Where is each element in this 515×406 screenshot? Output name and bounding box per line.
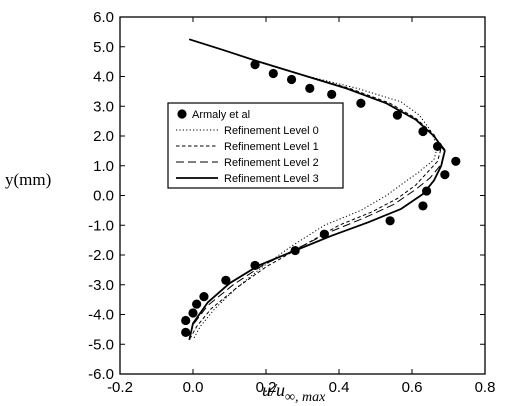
series-line-level-2 bbox=[188, 38, 446, 340]
legend: Armaly et al Refinement Level 0 Refinement… bbox=[167, 102, 344, 189]
legend-label: Armaly et al bbox=[192, 109, 250, 121]
data-point-armaly bbox=[327, 89, 337, 99]
data-point-armaly bbox=[392, 110, 402, 120]
x-tick-label: 0.4 bbox=[329, 379, 350, 396]
legend-label: Refinement Level 2 bbox=[224, 157, 319, 169]
y-axis-label: y(mm) bbox=[5, 170, 51, 189]
x-axis-label-main: u/u bbox=[262, 380, 285, 400]
data-point-armaly bbox=[356, 98, 366, 108]
data-point-armaly bbox=[250, 60, 260, 70]
series-layer bbox=[181, 38, 461, 341]
y-tick-label: 4.0 bbox=[93, 69, 114, 86]
x-tick-label: -0.2 bbox=[107, 379, 133, 396]
x-tick-label: 0.6 bbox=[402, 379, 423, 396]
series-line-level-1 bbox=[188, 38, 442, 341]
data-point-armaly bbox=[250, 260, 260, 271]
x-tick-label: 0.0 bbox=[183, 379, 204, 396]
x-axis-label: u/u∞, max bbox=[262, 380, 326, 405]
y-tick-label: -3.0 bbox=[88, 277, 114, 294]
y-tick-label: -4.0 bbox=[88, 307, 114, 324]
data-point-armaly bbox=[305, 83, 315, 93]
y-tick-label: 0.0 bbox=[93, 188, 114, 205]
data-point-armaly bbox=[440, 170, 450, 180]
y-tick-label: 2.0 bbox=[93, 128, 114, 145]
data-point-armaly bbox=[199, 292, 209, 302]
series-line-level-0 bbox=[189, 38, 439, 341]
data-point-armaly bbox=[188, 308, 198, 318]
data-point-armaly bbox=[181, 327, 191, 337]
data-point-armaly bbox=[192, 299, 202, 309]
axis-labels: y(mm) u/u∞, max bbox=[5, 170, 326, 405]
series-line-level-3 bbox=[188, 38, 446, 340]
data-point-armaly bbox=[286, 74, 297, 85]
y-tick-label: -6.0 bbox=[88, 366, 114, 383]
y-tick-label: -5.0 bbox=[88, 336, 114, 353]
x-axis-label-subscript: ∞, max bbox=[285, 390, 326, 405]
x-tick-label: 0.8 bbox=[475, 379, 496, 396]
x-tick-label: 0.2 bbox=[256, 379, 277, 396]
y-tick-label: 1.0 bbox=[93, 158, 114, 175]
data-point-armaly bbox=[385, 216, 395, 226]
plot-frame bbox=[119, 16, 486, 375]
data-point-armaly bbox=[221, 275, 231, 285]
y-tick-label: 5.0 bbox=[93, 39, 114, 56]
y-tick-label: 3.0 bbox=[93, 98, 114, 115]
data-point-armaly bbox=[451, 156, 461, 166]
legend-label: Refinement Level 1 bbox=[224, 141, 319, 153]
legend-items: Armaly et al Refinement Level 0 Refinement… bbox=[176, 109, 319, 185]
legend-marker bbox=[177, 109, 187, 119]
legend-label: Refinement Level 3 bbox=[224, 173, 319, 185]
y-tick-label: -1.0 bbox=[88, 217, 114, 234]
y-tick-label: 6.0 bbox=[93, 9, 114, 26]
y-tick-label: -2.0 bbox=[88, 247, 114, 264]
legend-label: Refinement Level 0 bbox=[224, 125, 319, 137]
data-point-armaly bbox=[181, 315, 191, 326]
ticks-layer: -0.2 0.0 0.2 0.4 0.6 0.8 -6.0 -5.0 -4.0 -3.0 -2.0 -… bbox=[88, 9, 495, 396]
data-point-armaly bbox=[268, 68, 278, 79]
data-point-armaly bbox=[418, 201, 428, 211]
